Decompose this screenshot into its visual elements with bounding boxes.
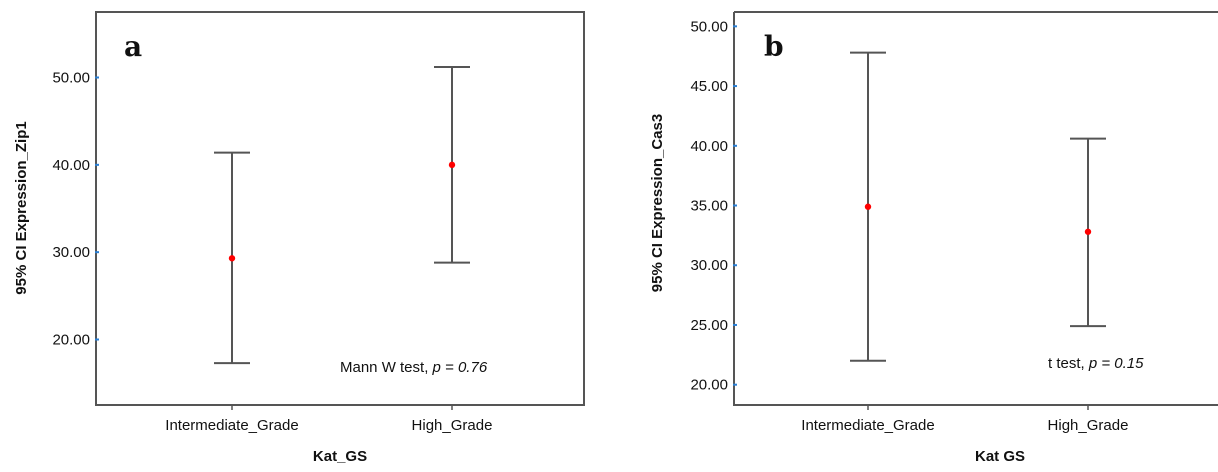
y-tick-label: 20.00 — [690, 377, 728, 394]
y-tick-label: 30.00 — [52, 244, 90, 261]
panel-b-errorbars — [850, 51, 1106, 362]
panel-a-annotation: Mann W test, p = 0.76 — [340, 359, 488, 376]
panel-b-letter: b — [764, 30, 784, 63]
panel-b-x-axis: Intermediate_Grade High_Grade — [801, 405, 1128, 434]
mean-marker — [448, 161, 456, 169]
panel-a-y-axis: 20.00 30.00 40.00 50.00 — [52, 70, 99, 349]
x-tick-label: Intermediate_Grade — [165, 417, 298, 434]
panel-b-annotation-stat: p = 0.15 — [1088, 355, 1144, 372]
panel-a-errorbars — [214, 66, 470, 365]
panel-a: a 20.00 30.00 40.00 50.00 Intermediate_Grad… — [13, 11, 585, 465]
mean-marker — [864, 203, 872, 210]
y-tick-label: 20.00 — [52, 332, 90, 349]
y-tick-label: 45.00 — [690, 78, 728, 95]
mean-marker — [228, 255, 236, 262]
x-tick-label: High_Grade — [1048, 417, 1129, 434]
y-tick-label: 40.00 — [52, 157, 90, 174]
x-tick-label: High_Grade — [412, 417, 493, 434]
panel-b-y-axis-title: 95% CI Expression_Cas3 — [649, 114, 666, 292]
y-tick-label: 35.00 — [690, 198, 728, 215]
y-tick-label: 50.00 — [52, 70, 90, 87]
mean-marker — [1084, 228, 1092, 235]
panel-b: b 20.00 25.00 30.00 35.00 40.00 45.00 50.00 In… — [649, 11, 1218, 465]
y-tick-label: 50.00 — [690, 18, 728, 35]
y-tick-label: 30.00 — [690, 257, 728, 274]
panel-b-plot-frame — [733, 11, 1218, 406]
y-tick-label: 40.00 — [690, 138, 728, 155]
panel-a-letter: a — [124, 30, 142, 63]
panel-b-annotation: t test, p = 0.15 — [1048, 355, 1144, 372]
panel-b-y-axis: 20.00 25.00 30.00 35.00 40.00 45.00 50.00 — [690, 18, 737, 394]
x-tick-label: Intermediate_Grade — [801, 417, 934, 434]
panel-a-y-axis-title: 95% CI Expression_Zip1 — [13, 121, 30, 294]
y-tick-label: 25.00 — [690, 317, 728, 334]
panel-b-annotation-test: t test, — [1048, 355, 1089, 372]
panel-a-plot-frame — [95, 11, 585, 406]
panel-a-annotation-stat: p = 0.76 — [432, 359, 488, 376]
panel-b-x-axis-title: Kat GS — [975, 448, 1025, 465]
panel-a-x-axis-title: Kat_GS — [313, 448, 367, 465]
panel-a-x-axis: Intermediate_Grade High_Grade — [165, 405, 492, 434]
panel-a-annotation-test: Mann W test, — [340, 359, 433, 376]
